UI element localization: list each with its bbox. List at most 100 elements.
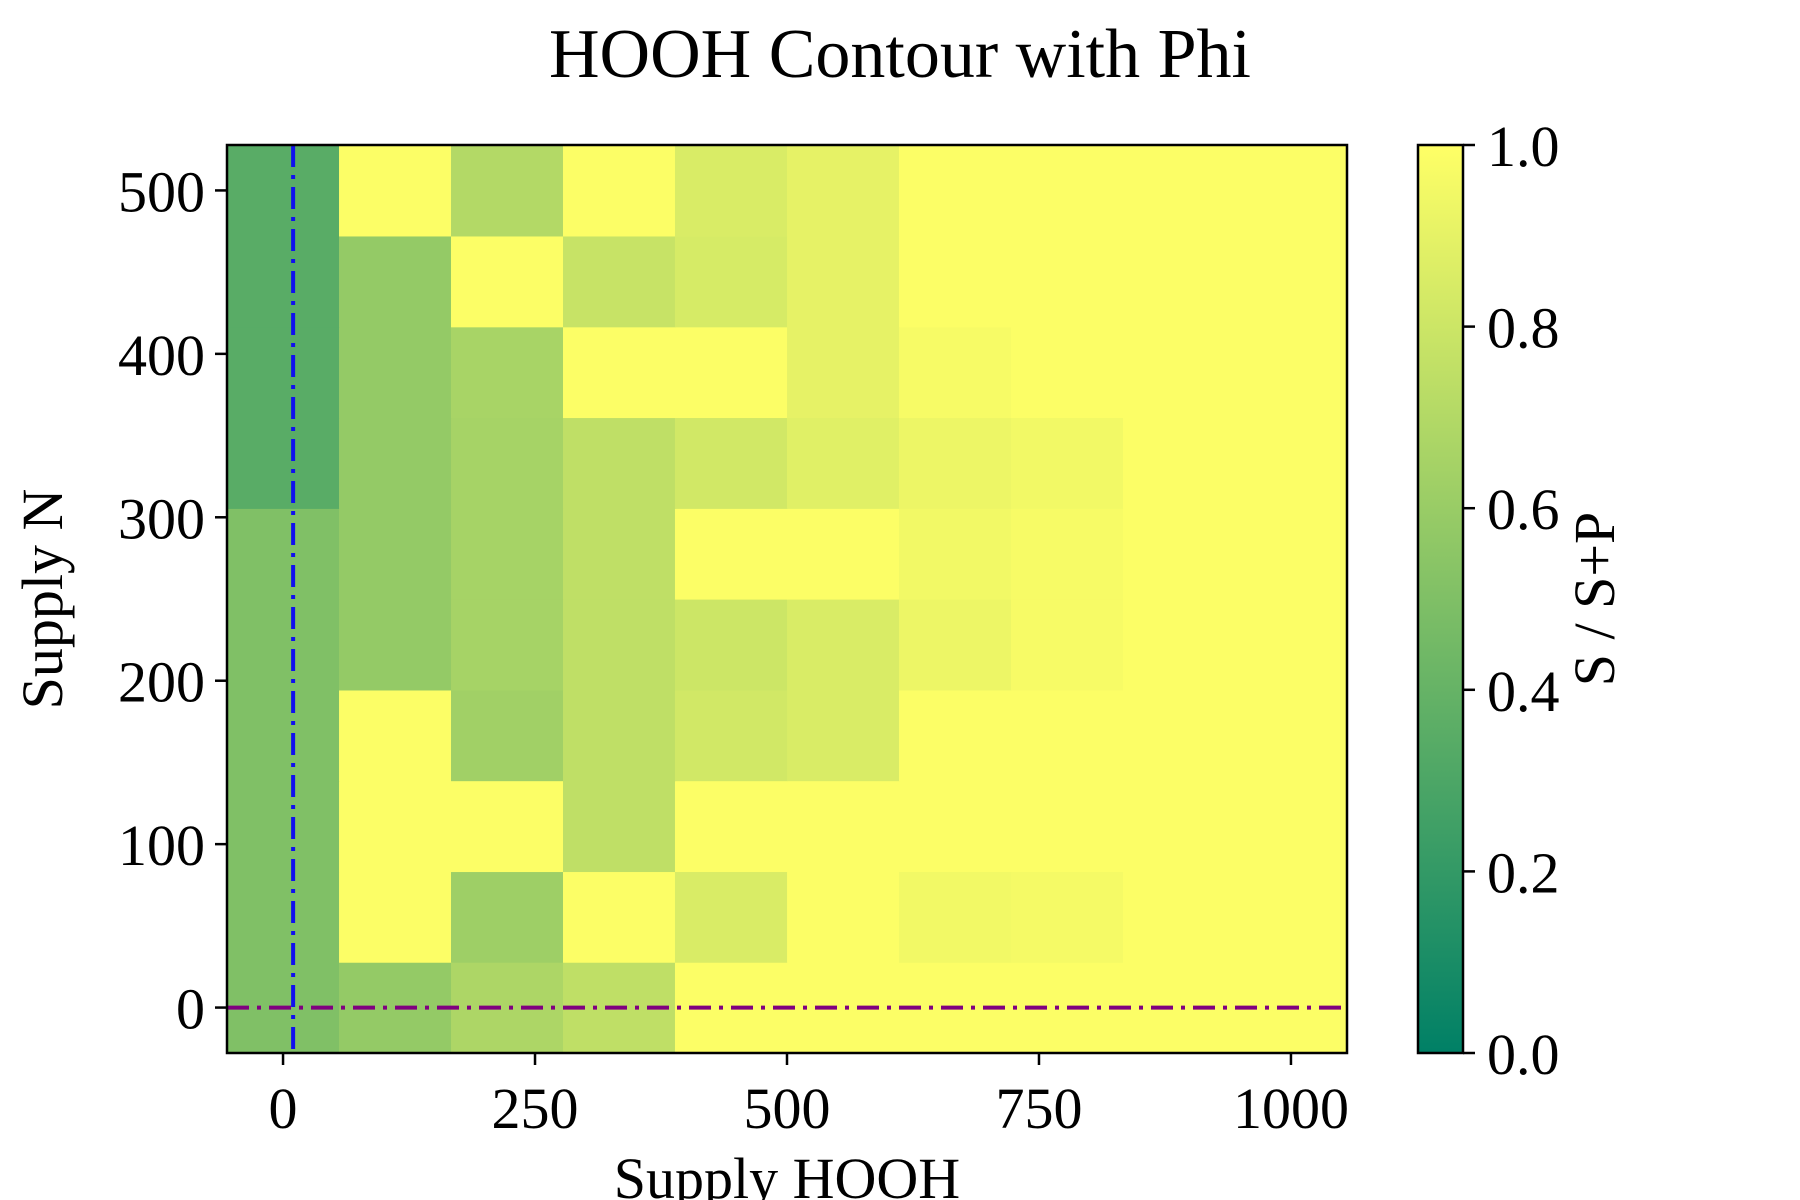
heatmap-cell xyxy=(451,599,564,691)
heatmap-cell xyxy=(562,871,676,963)
heatmap-cell xyxy=(227,780,340,873)
heatmap-cell xyxy=(339,235,452,328)
heatmap-cell xyxy=(787,871,900,963)
heatmap-cell xyxy=(562,780,676,873)
heatmap-cell xyxy=(562,235,676,328)
heatmap-cell xyxy=(339,417,452,509)
heatmap-cell xyxy=(562,145,676,237)
heatmap-cell xyxy=(562,417,676,509)
heatmap-cell xyxy=(899,417,1012,509)
heatmap-cell xyxy=(1122,871,1236,963)
heatmap-cell xyxy=(451,689,564,782)
heatmap-cell xyxy=(562,508,676,600)
heatmap-cell xyxy=(899,508,1012,600)
heatmap-cell xyxy=(339,689,452,782)
heatmap-cell xyxy=(674,145,788,237)
heatmap-cell xyxy=(674,235,788,328)
heatmap-cell xyxy=(1011,599,1124,691)
colorbar-label: S / S+P xyxy=(1562,512,1627,687)
heatmap-cell xyxy=(674,599,788,691)
heatmap-cell xyxy=(899,235,1012,328)
heatmap-cell xyxy=(1122,417,1236,509)
y-axis-label: Supply N xyxy=(10,489,75,710)
heatmap-cell xyxy=(339,599,452,691)
heatmap-cell xyxy=(451,871,564,963)
colorbar-tick-label: 0.2 xyxy=(1487,840,1560,905)
y-tick-label: 200 xyxy=(118,650,205,715)
heatmap-cell xyxy=(451,508,564,600)
heatmap-cell xyxy=(1122,599,1236,691)
heatmap-cell xyxy=(227,689,340,782)
heatmap-cell xyxy=(674,508,788,600)
colorbar xyxy=(1416,143,1465,1055)
heatmap-cell xyxy=(787,326,900,419)
heatmap-cell xyxy=(674,417,788,509)
heatmap-cell xyxy=(227,326,340,419)
y-tick-label: 500 xyxy=(118,159,205,224)
heatmap-cell xyxy=(787,599,900,691)
heatmap-cell xyxy=(899,326,1012,419)
colorbar-tick-label: 0.4 xyxy=(1487,659,1560,724)
y-tick-label: 400 xyxy=(118,323,205,388)
x-tick-label: 250 xyxy=(492,1076,579,1141)
heatmap-cell xyxy=(451,780,564,873)
colorbar-tick-label: 0.0 xyxy=(1487,1022,1560,1087)
x-tick-label: 750 xyxy=(995,1076,1082,1141)
y-axis-ticks: 0 100 200 300 400 500 xyxy=(118,159,227,1042)
heatmap-cell xyxy=(451,145,564,237)
heatmap-cell xyxy=(1122,780,1236,873)
heatmap-cell xyxy=(1122,326,1236,419)
colorbar-tick-label: 0.8 xyxy=(1487,296,1560,361)
heatmap-cell xyxy=(1234,235,1348,328)
heatmap-cell xyxy=(1234,780,1348,873)
heatmap-cell xyxy=(1011,235,1124,328)
heatmap-cell xyxy=(451,235,564,328)
heatmap-cell xyxy=(1234,599,1348,691)
heatmap-cell xyxy=(787,235,900,328)
x-tick-label: 500 xyxy=(744,1076,831,1141)
heatmap-cell xyxy=(339,326,452,419)
heatmap-cell xyxy=(1234,689,1348,782)
heatmap-cell xyxy=(562,599,676,691)
heatmap-cell xyxy=(227,235,340,328)
heatmap-cell xyxy=(339,871,452,963)
chart-title: HOOH Contour with Phi xyxy=(549,16,1251,93)
heatmap-cell xyxy=(899,871,1012,963)
heatmap-cell xyxy=(787,145,900,237)
heatmap-cell xyxy=(1122,689,1236,782)
colorbar-tick-label: 1.0 xyxy=(1487,114,1560,179)
heatmap-cell xyxy=(787,689,900,782)
heatmap-cell xyxy=(1011,326,1124,419)
heatmap-cell xyxy=(339,780,452,873)
heatmap-cell xyxy=(1011,689,1124,782)
heatmap-cell xyxy=(787,780,900,873)
heatmap-cell xyxy=(899,689,1012,782)
heatmap-cell xyxy=(674,326,788,419)
heatmap-cell xyxy=(1234,145,1348,237)
colorbar-ticks: 0.0 0.2 0.4 0.6 0.8 1.0 xyxy=(1463,114,1560,1087)
heatmap-cell xyxy=(1234,871,1348,963)
heatmap-cell xyxy=(674,780,788,873)
heatmap-cell xyxy=(1234,417,1348,509)
y-tick-label: 0 xyxy=(176,977,205,1042)
heatmap-cell xyxy=(1122,235,1236,328)
heatmap-cell xyxy=(1011,145,1124,237)
x-axis-label: Supply HOOH xyxy=(614,1146,960,1200)
x-axis-ticks: 0 250 500 750 1000 xyxy=(269,1053,1349,1141)
heatmap-cell xyxy=(899,780,1012,873)
heatmap-cell xyxy=(899,145,1012,237)
heatmap-cell xyxy=(451,326,564,419)
reference-lines xyxy=(227,145,1347,1053)
heatmap-cell xyxy=(674,871,788,963)
x-tick-label: 1000 xyxy=(1233,1076,1349,1141)
y-tick-label: 100 xyxy=(118,813,205,878)
heatmap-cell xyxy=(562,326,676,419)
heatmap-cell xyxy=(1234,508,1348,600)
heatmap-cell xyxy=(562,689,676,782)
heatmap-cell xyxy=(1234,326,1348,419)
heatmap-cell xyxy=(227,145,340,237)
heatmap-cell xyxy=(1011,871,1124,963)
heatmap-cell xyxy=(339,145,452,237)
y-tick-label: 300 xyxy=(118,486,205,551)
